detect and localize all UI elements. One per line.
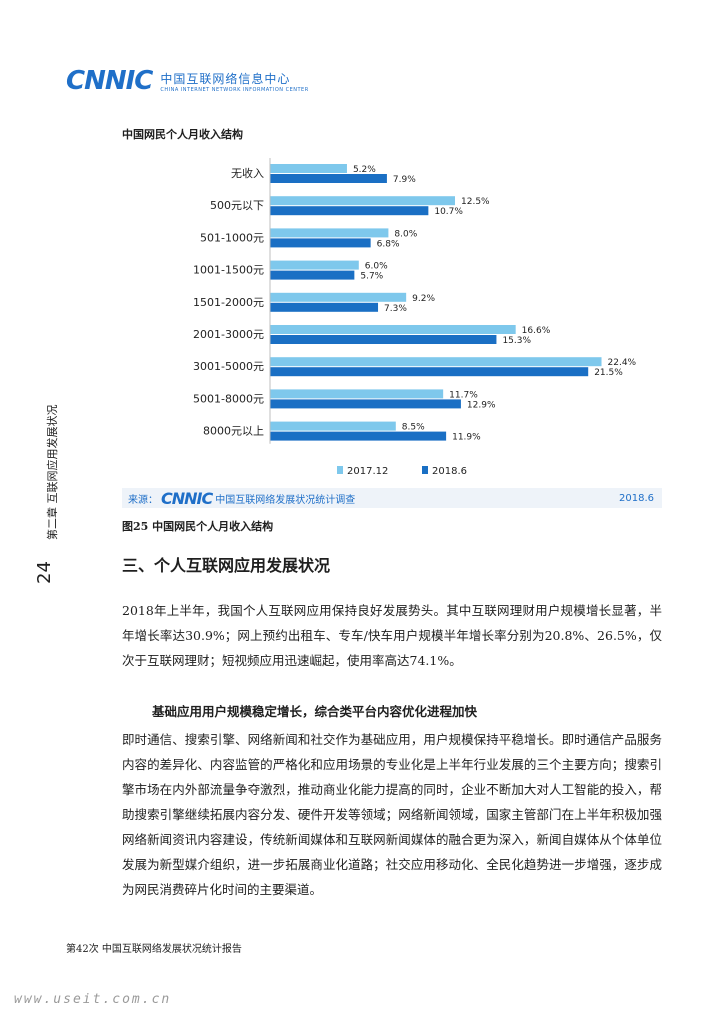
bar-value-label: 5.2% [353, 165, 376, 175]
category-label: 8000元以上 [203, 425, 264, 438]
bar-value-label: 9.2% [412, 294, 435, 304]
page-footer: 第42次 中国互联网络发展状况统计报告 [66, 944, 242, 955]
category-label: 无收入 [231, 166, 264, 180]
bar-2017-12 [270, 421, 396, 431]
bar-value-label: 12.9% [467, 400, 496, 410]
legend-label: 2017.12 [347, 466, 388, 477]
source-label: 来源： [128, 494, 158, 506]
bar-value-label: 5.7% [360, 272, 383, 282]
bar-2018-6 [270, 399, 461, 409]
bar-value-label: 6.0% [365, 262, 388, 272]
figure-source-bar: 来源： CNNIC 中国互联网络发展状况统计调查 2018.6 [122, 488, 662, 508]
bar-2018-6 [270, 431, 447, 441]
sub-heading: 基础应用用户规模稳定增长，综合类平台内容优化进程加快 [152, 704, 478, 719]
bar-value-label: 15.3% [502, 336, 531, 346]
source-logo-mark: CNNIC [161, 488, 213, 508]
bar-2017-12 [270, 260, 359, 270]
logo-en-name: CHINA INTERNET NETWORK INFORMATION CENTE… [160, 86, 309, 93]
category-label: 5001-8000元 [193, 392, 264, 405]
category-label: 1501-2000元 [193, 296, 264, 309]
category-label: 1001-1500元 [193, 264, 264, 277]
bar-value-label: 21.5% [594, 368, 623, 378]
legend-swatch [422, 466, 428, 474]
category-label: 2001-3000元 [193, 328, 264, 341]
bar-value-label: 10.7% [434, 207, 463, 217]
watermark: www.useit.com.cn [14, 992, 172, 1007]
bar-2018-6 [270, 174, 387, 183]
bar-value-label: 11.7% [449, 390, 478, 400]
cnnic-logo: CNNIC 中国互联网络信息中心 CHINA INTERNET NETWORK … [66, 66, 309, 96]
bar-value-label: 12.5% [461, 197, 490, 207]
category-label: 501-1000元 [200, 231, 264, 244]
bar-value-label: 6.8% [377, 239, 400, 249]
bar-2018-6 [270, 302, 379, 312]
bar-value-label: 22.4% [608, 358, 637, 368]
bar-2017-12 [270, 196, 455, 206]
side-chapter-title: 第二章 互联网应用发展状况 [46, 404, 59, 541]
side-page-number: 24 [34, 561, 55, 584]
paragraph-intro: 2018年上半年，我国个人互联网应用保持良好发展势头。其中互联网理财用户规模增长… [122, 603, 662, 668]
bar-value-label: 7.3% [384, 304, 407, 314]
section-heading: 三、个人互联网应用发展状况 [122, 556, 331, 575]
logo-mark: CNNIC [66, 66, 153, 96]
source-date: 2018.6 [619, 492, 654, 504]
paragraph-basic-apps: 即时通信、搜索引擎、网络新闻和社交作为基础应用，用户规模保持平稳增长。即时通信产… [122, 732, 662, 897]
bar-2017-12 [270, 292, 407, 302]
figure-title: 中国网民个人月收入结构 [122, 128, 243, 141]
logo-cn-name: 中国互联网络信息中心 [160, 71, 291, 86]
bar-2017-12 [270, 228, 389, 238]
bar-value-label: 8.5% [402, 423, 425, 433]
bar-2018-6 [270, 206, 429, 216]
bar-2018-6 [270, 270, 355, 280]
bar-2017-12 [270, 164, 347, 173]
bar-value-label: 7.9% [393, 175, 416, 185]
bar-value-label: 8.0% [394, 229, 417, 239]
legend-label: 2018.6 [432, 466, 467, 477]
logo-text: 中国互联网络信息中心 CHINA INTERNET NETWORK INFORM… [160, 70, 308, 93]
bar-2017-12 [270, 357, 602, 367]
income-bar-chart: 无收入 5.2% 7.9% 500元以下 12.5%10.7% 501-1000元 8.0%… [193, 158, 637, 477]
bar-2017-12 [270, 389, 444, 399]
bar-2018-6 [270, 335, 497, 344]
category-label: 500元以下 [210, 199, 264, 212]
bar-value-label: 16.6% [522, 326, 551, 336]
source-name: 中国互联网络发展状况统计调查 [215, 494, 356, 506]
bar-value-label: 11.9% [452, 433, 481, 443]
bar-2018-6 [270, 238, 371, 248]
figure-caption: 图25 中国网民个人月收入结构 [122, 520, 274, 533]
bar-2018-6 [270, 367, 589, 377]
category-label: 3001-5000元 [193, 360, 264, 373]
bar-2017-12 [270, 325, 516, 334]
legend-swatch [337, 466, 343, 474]
